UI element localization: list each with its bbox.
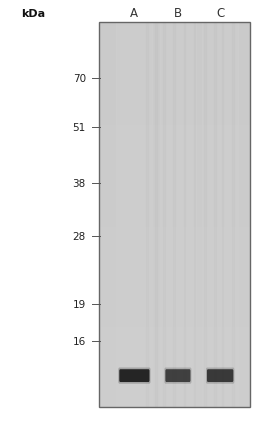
Text: 19: 19 <box>72 299 86 310</box>
Text: 16: 16 <box>72 337 86 347</box>
FancyBboxPatch shape <box>164 368 191 384</box>
Text: 38: 38 <box>72 179 86 189</box>
Text: 51: 51 <box>72 123 86 133</box>
Bar <box>99 23 250 407</box>
FancyBboxPatch shape <box>207 369 233 382</box>
Text: C: C <box>216 7 224 20</box>
Text: A: A <box>130 7 138 20</box>
Text: kDa: kDa <box>21 9 45 19</box>
Text: 28: 28 <box>72 232 86 242</box>
FancyBboxPatch shape <box>206 368 234 384</box>
FancyBboxPatch shape <box>165 369 190 382</box>
FancyBboxPatch shape <box>119 369 150 382</box>
Text: 70: 70 <box>73 74 86 84</box>
FancyBboxPatch shape <box>118 368 151 384</box>
Text: B: B <box>174 7 182 20</box>
